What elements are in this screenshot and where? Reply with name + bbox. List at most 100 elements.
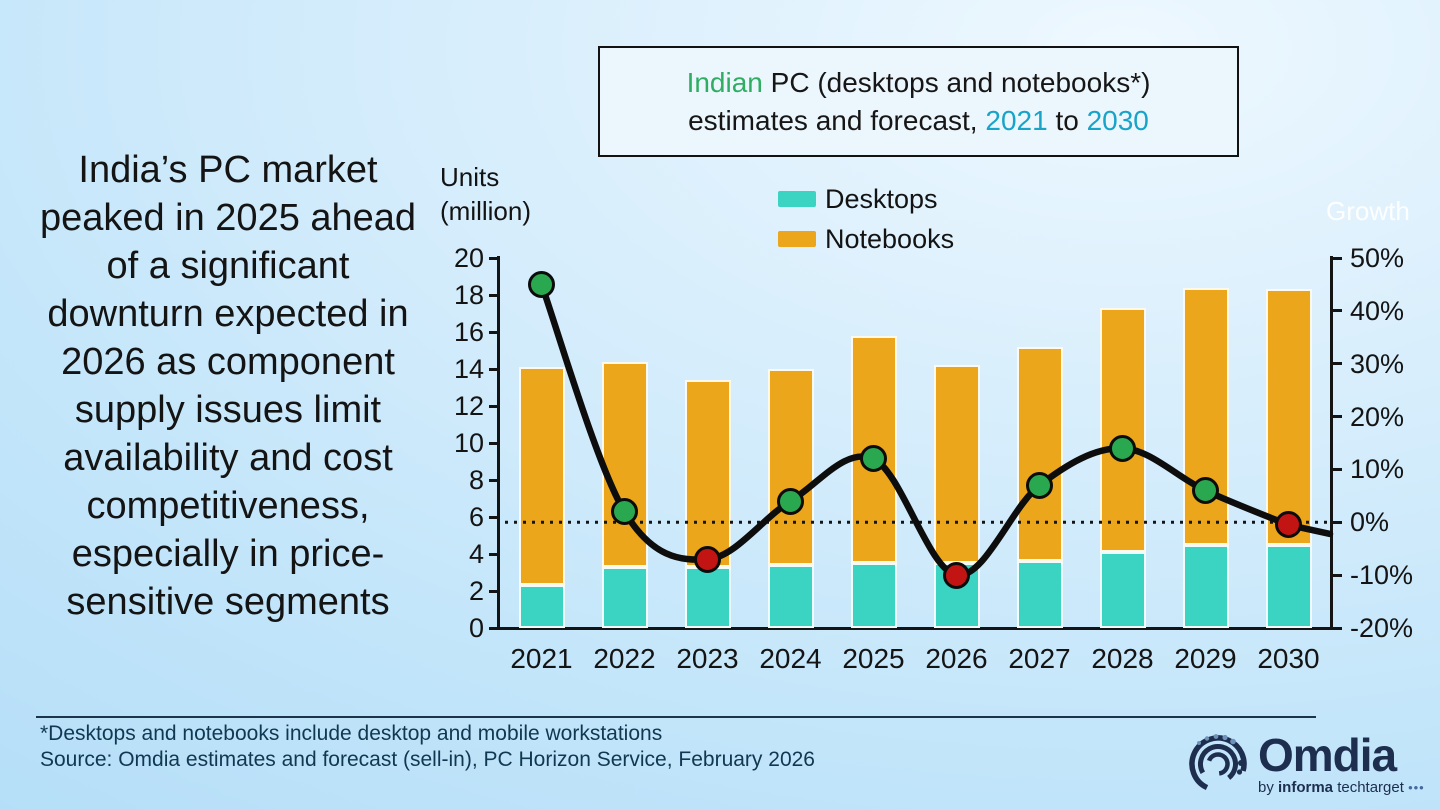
title-year-start: 2021 [985, 105, 1048, 136]
bar-desktops-2024 [767, 565, 814, 628]
y-left-tick [489, 404, 498, 408]
right-axis-title: Growth [1326, 196, 1410, 226]
omdia-brand: Omdia [1258, 729, 1397, 781]
y-right-tick [1333, 626, 1342, 630]
bar-notebooks-2026 [933, 365, 980, 564]
y-left-tick-label: 14 [453, 354, 484, 384]
tagline-by: by [1258, 779, 1279, 796]
legend-label: Desktops [825, 183, 938, 214]
y-axis-left [497, 256, 500, 630]
chart-title-box: Indian PC (desktops and notebooks*) esti… [598, 46, 1239, 157]
y-left-tick [489, 589, 498, 593]
y-left-tick-label: 16 [453, 317, 484, 347]
legend-label: Notebooks [825, 223, 955, 254]
tagline-techtarget: techtarget [1333, 779, 1409, 796]
bar-desktops-2027 [1016, 561, 1063, 628]
bar-notebooks-2023 [684, 380, 731, 567]
bar-notebooks-2024 [767, 369, 814, 566]
headline-line-1: India’s PC market [78, 149, 378, 191]
title-line2-prefix: estimates and forecast, [688, 105, 986, 136]
x-axis-label-2029: 2029 [1174, 643, 1237, 674]
tagline-dots: ••• [1408, 780, 1425, 795]
y-right-tick-label: 30% [1350, 348, 1405, 379]
y-left-tick [489, 515, 498, 519]
growth-dot-2027 [1026, 471, 1053, 499]
y-right-tick-label: 0% [1350, 507, 1390, 538]
x-axis-label-2021: 2021 [510, 643, 573, 674]
omdia-tagline: by informa techtarget ••• [1258, 779, 1425, 796]
growth-dot-2024 [777, 487, 804, 515]
bar-notebooks-2022 [601, 361, 648, 567]
growth-dot-2028 [1109, 434, 1136, 462]
headline-line-6: supply issues limit [74, 389, 382, 431]
y-left-tick-label: 10 [453, 428, 484, 458]
y-right-tick [1333, 256, 1342, 260]
bar-desktops-2025 [850, 563, 897, 628]
tagline-informa: informa [1278, 779, 1334, 796]
y-right-tick [1333, 415, 1342, 419]
growth-dot-2022 [611, 498, 638, 526]
headline-line-7: availability and cost [63, 437, 393, 479]
omdia-logo-icon [1189, 734, 1247, 793]
x-axis-label-2022: 2022 [593, 643, 656, 674]
omdia-logo: Omdia by informa techtarget ••• [1186, 732, 1425, 796]
y-right-tick [1333, 573, 1342, 577]
y-right-tick-label: -10% [1350, 560, 1414, 591]
growth-dot-2030 [1275, 511, 1302, 539]
y-left-tick [489, 552, 498, 556]
omdia-logo-text: Omdia by informa techtarget ••• [1258, 732, 1425, 796]
growth-dot-2029 [1192, 477, 1219, 505]
footnote-text: *Desktops and notebooks include desktop … [40, 722, 663, 745]
title-word-indian: Indian [686, 67, 763, 98]
y-right-tick [1333, 362, 1342, 366]
y-left-tick [489, 626, 498, 630]
y-right-tick-label: 40% [1350, 295, 1405, 326]
footer-divider [36, 716, 1316, 718]
y-left-tick-label: 4 [468, 539, 484, 569]
title-line1-rest: PC (desktops and notebooks*) [762, 67, 1151, 98]
y-left-tick-label: 0 [468, 613, 484, 643]
left-headline: India’s PC market peaked in 2025 ahead of … [12, 146, 444, 626]
y-left-tick-label: 8 [468, 465, 484, 495]
left-axis-title-line2: (million) [440, 196, 531, 226]
headline-line-2: peaked in 2025 ahead [39, 197, 417, 239]
headline-line-8: competitiveness, [86, 485, 370, 527]
y-left-tick [489, 478, 498, 482]
title-to-word: to [1047, 105, 1087, 136]
y-right-tick-label: 20% [1350, 401, 1405, 432]
bar-desktops-2029 [1182, 544, 1229, 628]
y-left-tick-label: 2 [468, 576, 484, 606]
legend-swatch-notebooks [778, 231, 816, 247]
x-axis-label-2023: 2023 [676, 643, 739, 674]
bar-notebooks-2030 [1265, 289, 1312, 545]
y-left-tick [489, 330, 498, 334]
y-right-tick-label: -20% [1350, 613, 1414, 643]
y-left-tick-label: 12 [453, 391, 484, 421]
x-axis-label-2027: 2027 [1008, 643, 1071, 674]
headline-line-4: downturn expected in [47, 293, 409, 335]
y-right-tick [1333, 520, 1342, 524]
y-left-tick [489, 441, 498, 445]
bar-notebooks-2028 [1099, 307, 1146, 553]
bar-desktops-2030 [1265, 544, 1312, 628]
y-left-tick-label: 6 [468, 502, 484, 532]
y-left-tick [489, 367, 498, 371]
growth-dot-2026 [943, 561, 970, 589]
x-axis-label-2026: 2026 [925, 643, 988, 674]
bar-desktops-2021 [518, 585, 565, 628]
headline-line-5: 2026 as component [61, 341, 395, 383]
chart-title-line1: Indian PC (desktops and notebooks*) [600, 64, 1237, 102]
headline-line-3: of a significant [106, 245, 350, 287]
headline-line-10: sensitive segments [66, 581, 390, 623]
title-year-end: 2030 [1086, 105, 1149, 136]
x-axis-label-2024: 2024 [759, 643, 822, 674]
chart-legend: Desktops Notebooks [778, 184, 954, 264]
y-left-tick [489, 256, 498, 260]
y-left-tick-label: 20 [453, 243, 484, 273]
x-axis-label-2028: 2028 [1091, 643, 1154, 674]
x-axis [497, 627, 1333, 630]
bar-desktops-2028 [1099, 552, 1146, 628]
x-axis-label-2025: 2025 [842, 643, 905, 674]
